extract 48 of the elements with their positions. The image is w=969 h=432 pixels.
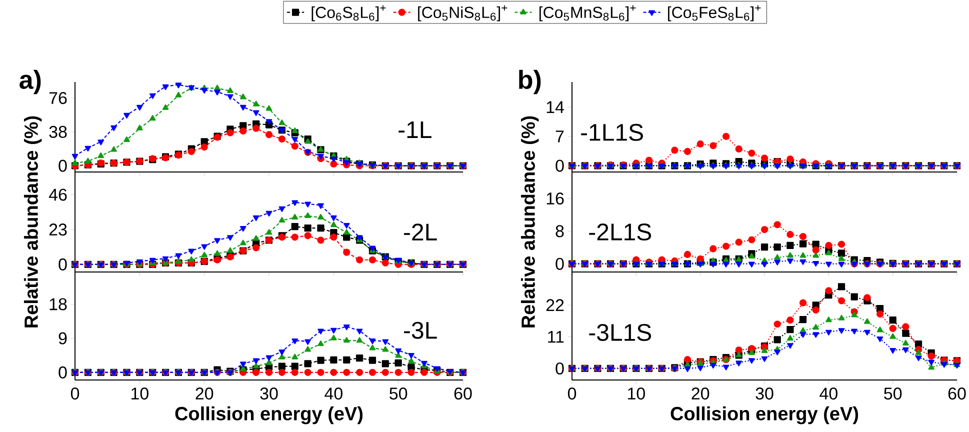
x-tick-label: 0	[70, 388, 80, 400]
x-tick-label: 40	[820, 388, 838, 400]
y-tick-label: 7	[556, 130, 564, 142]
x-tick-label: 10	[628, 388, 645, 400]
x-tick-label: 50	[390, 388, 408, 400]
x-tick-label: 60	[454, 388, 472, 400]
y-tick-label: 0	[58, 160, 67, 172]
annotation: -2L1S	[589, 224, 652, 240]
annotation: -1L	[398, 121, 432, 138]
annotation: -3L1S	[589, 324, 652, 341]
x-tick-label: 30	[260, 388, 278, 400]
legend-label: [Co$_{6}$S$_{8}$L$_{6}$]$^{+}$	[312, 5, 386, 22]
y-tick-label: 14	[546, 101, 564, 113]
y-tick-label: 0	[556, 362, 564, 375]
y-tick-label: 38	[49, 126, 67, 138]
y-tick-label: 18	[50, 298, 67, 310]
y-tick-label: 0	[58, 258, 67, 270]
y-axis-title: Relative abundance (%)	[24, 116, 42, 328]
y-axis-title: Relative abundance (%)	[520, 116, 539, 328]
x-tick-label: 10	[132, 388, 148, 400]
x-axis-title: Collision energy (eV)	[175, 406, 363, 424]
x-tick-label: 40	[324, 388, 342, 400]
x-tick-label: 60	[948, 388, 966, 400]
annotation: -1L1S	[581, 124, 643, 141]
y-tick-label: 0	[556, 258, 564, 270]
y-tick-label: 9	[58, 332, 67, 344]
legend-label: [Co$_{5}$NiS$_{8}$L$_{6}$]$^{+}$	[418, 5, 508, 22]
x-tick-label: 20	[692, 388, 710, 400]
x-tick-label: 0	[568, 388, 576, 400]
x-tick-label: 20	[196, 388, 214, 400]
text: b)	[519, 70, 541, 94]
y-tick-label: 23	[49, 224, 67, 236]
x-tick-label: 30	[756, 388, 774, 400]
y-tick-label: 0	[58, 366, 67, 378]
y-tick-label: 22	[546, 299, 564, 312]
annotation: -2L	[404, 224, 437, 240]
y-tick-label: 11	[548, 330, 564, 343]
text: a)	[20, 70, 41, 94]
y-tick-label: 46	[48, 188, 67, 201]
x-axis-title: Collision energy (eV)	[670, 406, 858, 424]
legend-label: [Co$_{5}$MnS$_{8}$L$_{6}$]$^{+}$	[539, 5, 636, 22]
y-tick-label: 76	[49, 92, 67, 104]
y-tick-label: 0	[556, 160, 564, 172]
y-tick-label: 16	[546, 192, 564, 205]
annotation: -3L	[404, 322, 437, 339]
legend-label: [Co$_{5}$FeS$_{8}$L$_{6}$]$^{+}$	[668, 5, 761, 22]
y-tick-label: 8	[556, 225, 564, 238]
x-tick-label: 50	[884, 388, 902, 400]
